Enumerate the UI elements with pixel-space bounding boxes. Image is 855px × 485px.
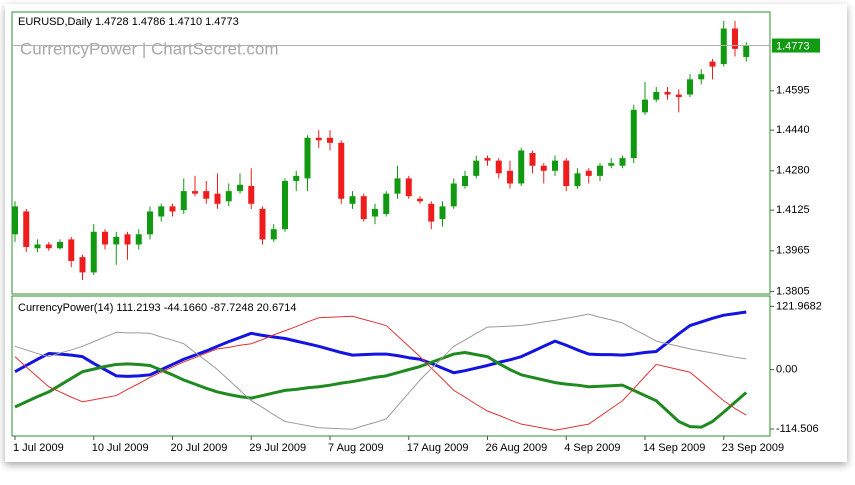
- candle-body: [158, 206, 165, 217]
- y-tick-label: 121.9682: [776, 300, 822, 312]
- candle-body: [574, 173, 581, 187]
- x-tick-label: 7 Aug 2009: [328, 442, 384, 454]
- x-tick-label: 4 Sep 2009: [564, 442, 620, 454]
- candle-body: [585, 170, 592, 176]
- chart-title: EURUSD,Daily 1.4728 1.4786 1.4710 1.4773: [18, 16, 239, 28]
- watermark: CurrencyPower | ChartSecret.com: [20, 39, 279, 58]
- candle-body: [597, 165, 603, 176]
- candle-body: [428, 203, 435, 222]
- price-label-box: [772, 38, 820, 53]
- candle-body: [169, 206, 176, 212]
- candle-body: [338, 142, 345, 199]
- price-label: 1.4773: [776, 40, 810, 52]
- candle-body: [383, 193, 390, 214]
- candle-body: [619, 158, 626, 166]
- y-tick-label: 1.4280: [776, 165, 810, 177]
- candle-body: [518, 150, 525, 184]
- candle-body: [709, 61, 716, 67]
- indicator-title: CurrencyPower(14) 111.2193 -44.1660 -87.…: [18, 302, 296, 314]
- x-tick-label: 14 Sep 2009: [643, 442, 705, 454]
- indicator-line: [14, 313, 747, 430]
- candle-body: [507, 170, 513, 184]
- candle-body: [360, 196, 367, 220]
- candle-body: [450, 183, 457, 207]
- candle-body: [270, 229, 277, 240]
- candle-body: [293, 175, 300, 181]
- x-tick-label: 1 Jul 2009: [13, 442, 64, 454]
- x-tick-label: 17 Aug 2009: [407, 442, 469, 454]
- candle-body: [192, 191, 198, 194]
- candle-body: [484, 158, 491, 161]
- candle-body: [79, 257, 86, 273]
- candle-body: [282, 180, 288, 230]
- candle-body: [349, 196, 356, 204]
- candle-body: [552, 160, 558, 171]
- candle-body: [743, 45, 750, 57]
- candle-body: [732, 28, 738, 49]
- candle-body: [529, 153, 536, 166]
- candle-body: [34, 244, 41, 249]
- x-tick-label: 20 Jul 2009: [171, 442, 228, 454]
- candle-body: [394, 178, 401, 194]
- candle-body: [653, 92, 660, 100]
- indicator-line: [14, 310, 747, 378]
- candle-body: [259, 208, 266, 240]
- candle-body: [57, 241, 63, 249]
- candle-body: [372, 208, 378, 217]
- candle-body: [462, 175, 468, 187]
- candle-body: [417, 198, 423, 202]
- candle-body: [203, 191, 210, 199]
- candle-body: [563, 160, 570, 187]
- indicator-line: [14, 315, 747, 431]
- y-tick-label: 1.3805: [776, 285, 810, 297]
- candle-body: [439, 206, 446, 220]
- y-tick-label: 1.4595: [776, 85, 810, 97]
- candle-body: [124, 234, 131, 245]
- candle-body: [45, 244, 52, 249]
- candle-body: [495, 160, 502, 174]
- candle-body: [327, 137, 333, 143]
- candle-body: [113, 236, 120, 245]
- candle-body: [720, 28, 727, 65]
- candle-body: [664, 92, 671, 95]
- candle-body: [315, 137, 322, 141]
- y-tick-label: 1.4440: [776, 124, 810, 136]
- candle-body: [304, 137, 311, 179]
- candle-body: [698, 74, 705, 80]
- candle-body: [147, 211, 153, 235]
- candle-body: [214, 193, 221, 204]
- candle-body: [68, 239, 75, 261]
- y-tick-label: 1.3965: [776, 245, 810, 257]
- candle-body: [608, 163, 615, 166]
- candle-body: [237, 184, 243, 192]
- candle-body: [180, 191, 187, 211]
- candle-body: [12, 206, 18, 235]
- indicator-panel: [11, 295, 771, 437]
- candle-body: [135, 234, 142, 245]
- candle-body: [90, 231, 97, 273]
- x-tick-label: 23 Sep 2009: [722, 442, 784, 454]
- x-tick-label: 10 Jul 2009: [92, 442, 149, 454]
- y-tick-label: 0.00: [776, 364, 797, 376]
- candle-body: [225, 191, 232, 202]
- indicator-line: [14, 351, 748, 429]
- candle-body: [540, 165, 547, 171]
- candle-body: [23, 211, 30, 247]
- candle-body: [630, 109, 637, 159]
- x-tick-label: 29 Jul 2009: [249, 442, 306, 454]
- candle-body: [675, 94, 682, 98]
- y-tick-label: 1.4125: [776, 204, 810, 216]
- candle-body: [102, 231, 108, 245]
- candle-body: [248, 186, 255, 204]
- candle-body: [473, 160, 480, 176]
- candle-body: [405, 178, 412, 197]
- x-tick-label: 26 Aug 2009: [486, 442, 548, 454]
- candle-body: [642, 99, 648, 113]
- y-tick-label: -114.506: [776, 423, 819, 435]
- candle-body: [687, 79, 693, 95]
